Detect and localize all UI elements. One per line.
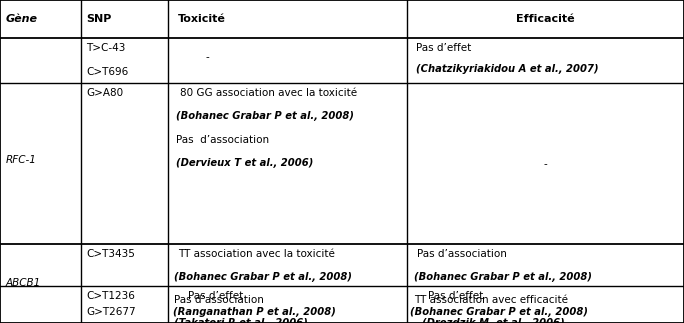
Text: SNP: SNP bbox=[86, 14, 111, 24]
Text: (Bohanec Grabar P et al., 2008): (Bohanec Grabar P et al., 2008) bbox=[176, 111, 354, 121]
Text: Pas d’association: Pas d’association bbox=[417, 249, 507, 259]
Text: Gène: Gène bbox=[5, 14, 38, 24]
Text: TT association avec efficacité: TT association avec efficacité bbox=[414, 295, 568, 305]
Text: -: - bbox=[205, 52, 209, 62]
Text: (Bohanec Grabar P et al., 2008): (Bohanec Grabar P et al., 2008) bbox=[410, 307, 588, 318]
Text: Pas d’effet: Pas d’effet bbox=[416, 43, 471, 53]
Text: 80 GG association avec la toxicité: 80 GG association avec la toxicité bbox=[180, 88, 357, 98]
Text: (Bohanec Grabar P et al., 2008): (Bohanec Grabar P et al., 2008) bbox=[174, 272, 352, 282]
Text: RFC-1: RFC-1 bbox=[5, 155, 36, 165]
Text: G>T2677: G>T2677 bbox=[86, 307, 136, 318]
Text: (Chatzikyriakidou A et al., 2007): (Chatzikyriakidou A et al., 2007) bbox=[416, 64, 598, 74]
Text: Efficacité: Efficacité bbox=[516, 14, 575, 24]
Text: Toxicité: Toxicité bbox=[178, 14, 226, 24]
Text: C>T1236: C>T1236 bbox=[86, 291, 135, 301]
Text: (Takatori R et al., 2006): (Takatori R et al., 2006) bbox=[174, 318, 308, 323]
Text: C>T3435: C>T3435 bbox=[86, 249, 135, 259]
Text: Pas  d’association: Pas d’association bbox=[176, 135, 269, 145]
Text: C>T696: C>T696 bbox=[86, 67, 129, 77]
Text: Pas d’effet: Pas d’effet bbox=[428, 291, 483, 301]
Text: T>C-43: T>C-43 bbox=[86, 43, 126, 53]
Text: (Bohanec Grabar P et al., 2008): (Bohanec Grabar P et al., 2008) bbox=[414, 272, 592, 282]
Text: -: - bbox=[544, 159, 547, 169]
Text: (Drozdzik M  et al., 2006): (Drozdzik M et al., 2006) bbox=[422, 318, 565, 323]
Text: Pas d’effet: Pas d’effet bbox=[188, 291, 244, 301]
Text: (Ranganathan P et al., 2008): (Ranganathan P et al., 2008) bbox=[173, 307, 336, 318]
Text: ABCB1: ABCB1 bbox=[5, 278, 41, 288]
Text: G>A80: G>A80 bbox=[86, 88, 123, 98]
Text: (Dervieux T et al., 2006): (Dervieux T et al., 2006) bbox=[176, 158, 313, 168]
Text: Pas d’association: Pas d’association bbox=[174, 295, 264, 305]
Text: TT association avec la toxicité: TT association avec la toxicité bbox=[178, 249, 334, 259]
